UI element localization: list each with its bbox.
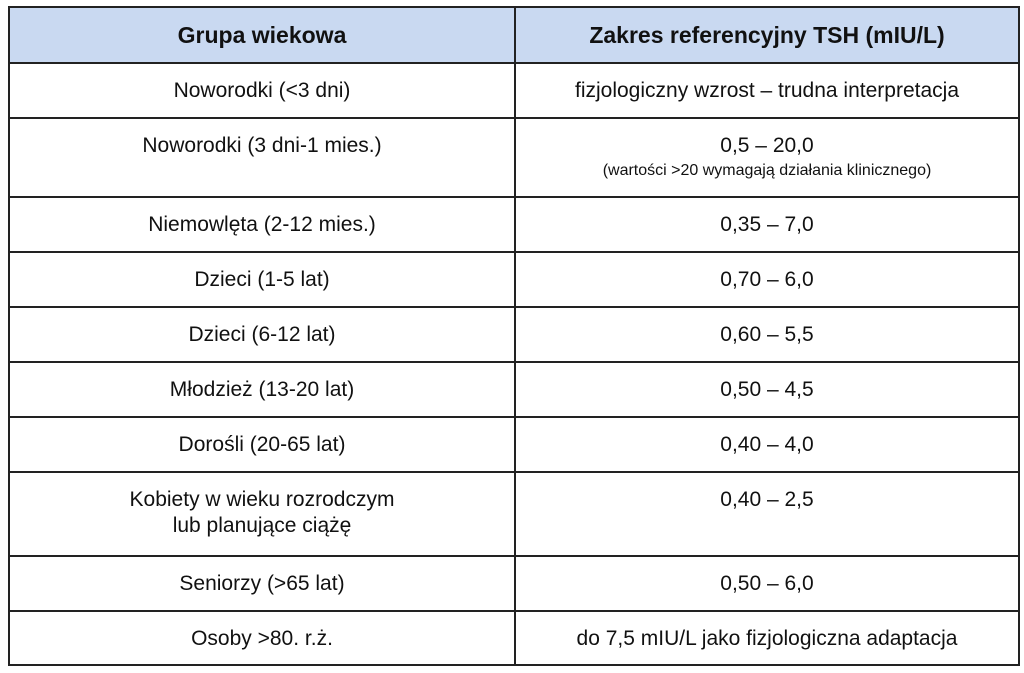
tsh-range-cell: 0,5 – 20,0 (wartości >20 wymagają działan…	[514, 117, 1020, 198]
age-group-cell: Seniorzy (>65 lat)	[8, 555, 516, 612]
age-group-cell: Dorośli (20-65 lat)	[8, 416, 516, 473]
tsh-range-value: fizjologiczny wzrost – trudna interpreta…	[574, 79, 959, 102]
column-header-age-group: Grupa wiekowa	[8, 6, 516, 64]
age-group-cell: Dzieci (6-12 lat)	[8, 306, 516, 363]
age-group-label: Noworodki (3 dni-1 mies.)	[142, 134, 382, 157]
table-row: Dzieci (6-12 lat) 0,60 – 5,5	[8, 306, 1020, 363]
age-group-label: Dzieci (6-12 lat)	[188, 323, 336, 346]
age-group-label: Seniorzy (>65 lat)	[179, 572, 345, 595]
tsh-range-value: 0,70 – 6,0	[720, 268, 814, 291]
tsh-range-cell: 0,50 – 4,5	[514, 361, 1020, 418]
tsh-range-cell: do 7,5 mIU/L jako fizjologiczna adaptacj…	[514, 610, 1020, 666]
tsh-range-cell: 0,35 – 7,0	[514, 196, 1020, 253]
age-group-cell: Młodzież (13-20 lat)	[8, 361, 516, 418]
tsh-range-cell: 0,40 – 4,0	[514, 416, 1020, 473]
age-group-label: Dorośli (20-65 lat)	[178, 433, 346, 456]
tsh-range-value: 0,50 – 4,5	[720, 378, 814, 401]
table-row: Noworodki (<3 dni) fizjologiczny wzrost –…	[8, 62, 1020, 119]
tsh-range-value: 0,60 – 5,5	[720, 323, 814, 346]
age-group-cell: Noworodki (<3 dni)	[8, 62, 516, 119]
age-group-label: Osoby >80. r.ż.	[191, 627, 333, 650]
table-row: Młodzież (13-20 lat) 0,50 – 4,5	[8, 361, 1020, 418]
age-group-label: Noworodki (<3 dni)	[173, 79, 351, 102]
age-group-label: Dzieci (1-5 lat)	[194, 268, 330, 291]
tsh-range-cell: 0,40 – 2,5	[514, 471, 1020, 557]
table-row: Kobiety w wieku rozrodczym lub planujące…	[8, 471, 1020, 557]
tsh-range-cell: fizjologiczny wzrost – trudna interpreta…	[514, 62, 1020, 119]
tsh-range-value: 0,50 – 6,0	[720, 572, 814, 595]
table-row: Seniorzy (>65 lat) 0,50 – 6,0	[8, 555, 1020, 612]
table-row: Osoby >80. r.ż. do 7,5 mIU/L jako fizjolo…	[8, 610, 1020, 666]
table-row: Dzieci (1-5 lat) 0,70 – 6,0	[8, 251, 1020, 308]
age-group-cell: Niemowlęta (2-12 mies.)	[8, 196, 516, 253]
table-row: Dorośli (20-65 lat) 0,40 – 4,0	[8, 416, 1020, 473]
tsh-range-value: 0,5 – 20,0	[720, 134, 814, 157]
age-group-cell: Dzieci (1-5 lat)	[8, 251, 516, 308]
age-group-cell: Osoby >80. r.ż.	[8, 610, 516, 666]
header-row: Grupa wiekowa Zakres referencyjny TSH (m…	[8, 6, 1020, 64]
age-group-cell: Kobiety w wieku rozrodczym lub planujące…	[8, 471, 516, 557]
tsh-range-cell: 0,60 – 5,5	[514, 306, 1020, 363]
tsh-reference-table: Grupa wiekowa Zakres referencyjny TSH (m…	[8, 6, 1020, 666]
tsh-range-note: (wartości >20 wymagają działania klinicz…	[602, 162, 932, 179]
tsh-range-value: 0,40 – 4,0	[720, 433, 814, 456]
table-row: Niemowlęta (2-12 mies.) 0,35 – 7,0	[8, 196, 1020, 253]
tsh-range-value: do 7,5 mIU/L jako fizjologiczna adaptacj…	[576, 627, 958, 650]
age-group-cell: Noworodki (3 dni-1 mies.)	[8, 117, 516, 198]
tsh-range-value: 0,40 – 2,5	[720, 488, 814, 511]
tsh-range-cell: 0,70 – 6,0	[514, 251, 1020, 308]
age-group-label: Młodzież (13-20 lat)	[169, 378, 355, 401]
tsh-range-cell: 0,50 – 6,0	[514, 555, 1020, 612]
table-row: Noworodki (3 dni-1 mies.) 0,5 – 20,0 (wart…	[8, 117, 1020, 198]
tsh-range-value: 0,35 – 7,0	[720, 213, 814, 236]
column-header-tsh-range: Zakres referencyjny TSH (mIU/L)	[514, 6, 1020, 64]
age-group-label: Niemowlęta (2-12 mies.)	[148, 213, 376, 236]
age-group-label: Kobiety w wieku rozrodczym lub planujące…	[129, 488, 395, 537]
